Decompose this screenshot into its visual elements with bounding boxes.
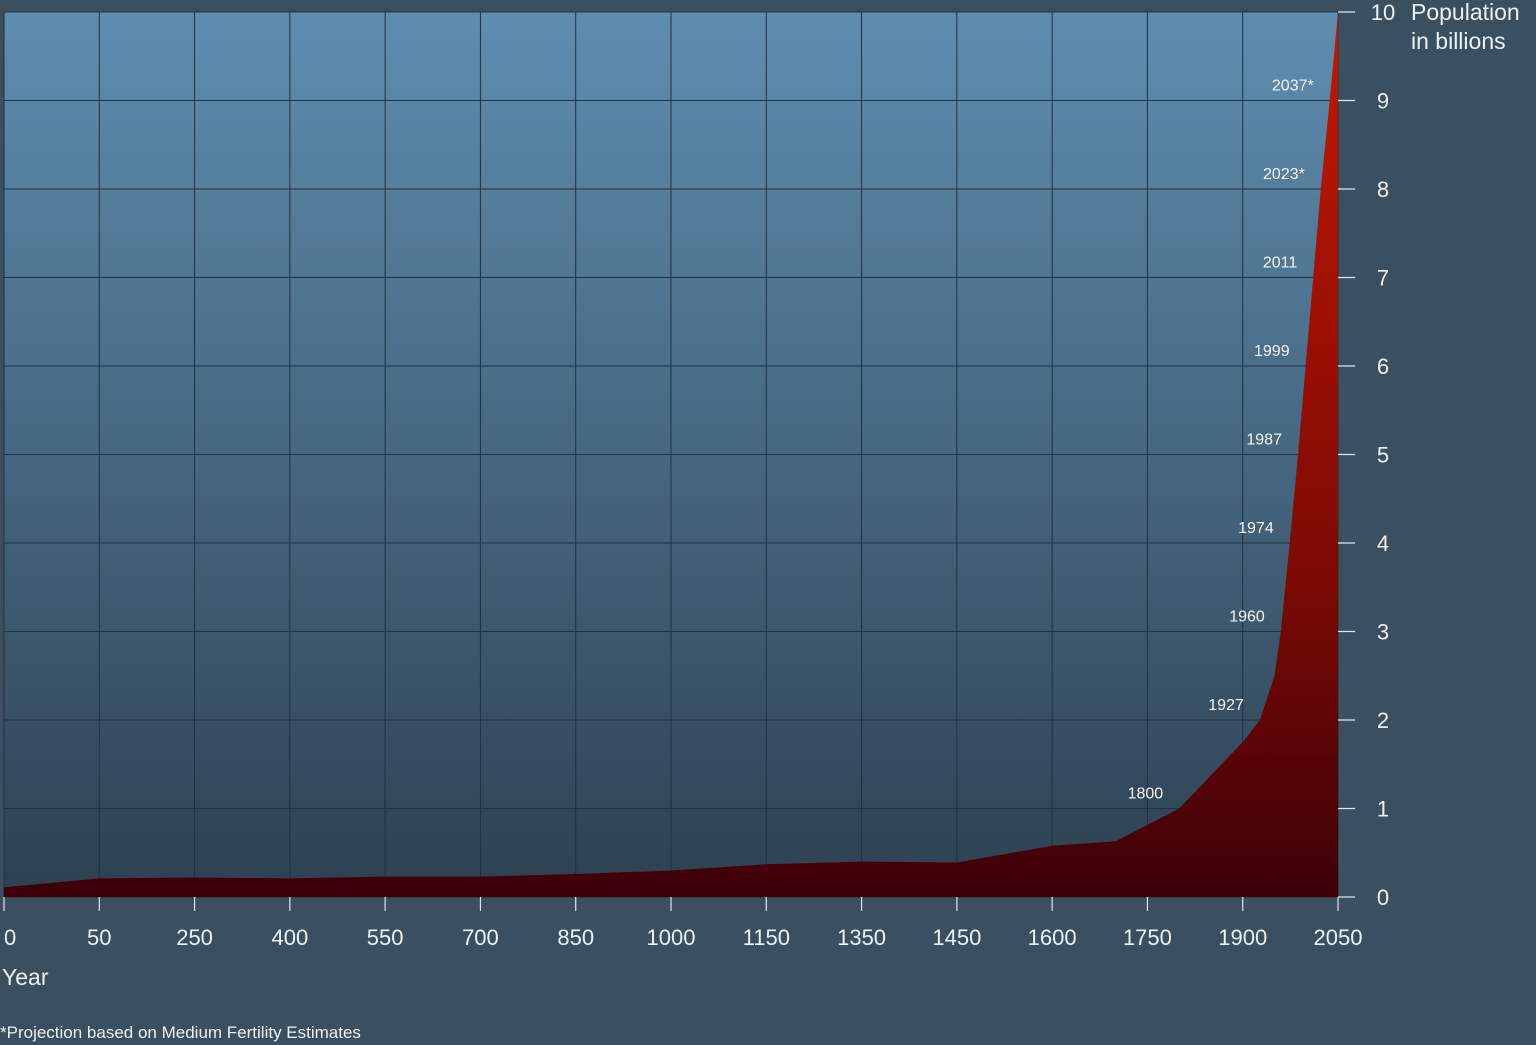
y-axis-title-line-2: in billions xyxy=(1411,28,1506,54)
y-tick-label: 7 xyxy=(1377,266,1389,291)
x-tick-label: 850 xyxy=(557,925,594,950)
x-tick-label: 1150 xyxy=(743,925,790,950)
population-area xyxy=(4,12,1338,897)
year-annotation: 2023* xyxy=(1263,166,1305,183)
y-axis: 0 1 2 3 4 5 6 7 8 9 10 xyxy=(1338,0,1395,910)
gridlines xyxy=(3,11,1339,898)
y-tick-label: 4 xyxy=(1377,531,1389,556)
y-tick-label: 8 xyxy=(1377,177,1389,202)
year-annotation: 2037* xyxy=(1272,78,1314,95)
x-tick-label: 0 xyxy=(4,925,16,950)
x-tick-label: 1600 xyxy=(1028,925,1077,950)
x-tick-label: 400 xyxy=(271,925,308,950)
year-annotation: 1987 xyxy=(1246,432,1282,449)
y-tick-label: 10 xyxy=(1371,0,1395,25)
y-tick-label: 0 xyxy=(1377,885,1389,910)
x-tick-label: 550 xyxy=(367,925,404,950)
x-tick-label: 1350 xyxy=(837,925,886,950)
y-tick-label: 1 xyxy=(1377,797,1389,822)
year-annotation: 2011 xyxy=(1263,255,1298,272)
footnote: *Projection based on Medium Fertility Es… xyxy=(0,1023,361,1042)
year-annotation: 1800 xyxy=(1128,786,1164,803)
x-axis: 0 50 250 400 550 700 850 1000 1150 1350 1450 1600 17… xyxy=(3,897,1363,950)
x-tick-label: 2050 xyxy=(1314,925,1363,950)
year-annotation: 1999 xyxy=(1254,343,1290,360)
year-annotation: 1927 xyxy=(1208,697,1244,714)
y-tick-label: 2 xyxy=(1377,708,1389,733)
x-tick-label: 1900 xyxy=(1218,925,1267,950)
y-tick-label: 9 xyxy=(1377,89,1389,114)
y-tick-label: 5 xyxy=(1377,443,1389,468)
x-axis-title: Year xyxy=(2,964,49,990)
x-tick-label: 250 xyxy=(176,925,213,950)
x-tick-label: 1450 xyxy=(932,925,981,950)
y-tick-label: 3 xyxy=(1377,620,1389,645)
x-tick-label: 50 xyxy=(87,925,111,950)
y-axis-title-line-1: Population xyxy=(1411,0,1520,25)
y-tick-label: 6 xyxy=(1377,354,1389,379)
year-annotations: 1800 1927 1960 1974 1987 1999 2011 2023* 2037* xyxy=(1128,78,1314,803)
year-annotation: 1960 xyxy=(1229,609,1265,626)
x-tick-label: 1750 xyxy=(1123,925,1172,950)
x-tick-label: 700 xyxy=(462,925,499,950)
x-tick-label: 1000 xyxy=(647,925,696,950)
year-annotation: 1974 xyxy=(1238,520,1274,537)
